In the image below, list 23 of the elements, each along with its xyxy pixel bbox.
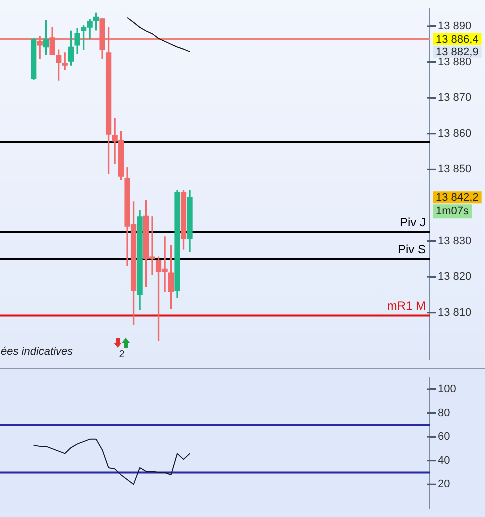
annotation: ées indicatives xyxy=(1,346,74,358)
y-tick-label: 13 890 xyxy=(438,20,472,33)
text: 13 882,9 xyxy=(436,46,479,58)
ref-line-label: mR1 M xyxy=(387,299,426,314)
y-tick-label: 13 830 xyxy=(438,235,472,248)
text: 1m07s xyxy=(436,206,470,218)
y-tick-label: 80 xyxy=(438,407,450,420)
y-tick-label: 20 xyxy=(438,478,450,491)
y-tick-label: 13 860 xyxy=(438,128,472,140)
y-tick-label: 13 870 xyxy=(438,92,472,104)
annotation: 2 xyxy=(119,349,126,360)
y-tick-label: 13 880 xyxy=(438,56,472,68)
y-tick-label: 60 xyxy=(438,431,450,444)
y-tick-label: 13 810 xyxy=(438,306,472,319)
text: 13 842,2 xyxy=(436,192,479,204)
y-tick-label: 100 xyxy=(438,384,456,396)
y-tick-label: 13 820 xyxy=(438,271,472,284)
ref-line-label: Piv S xyxy=(398,242,426,256)
ref-line-label: Piv J xyxy=(400,216,426,230)
text: 13 886,4 xyxy=(436,34,479,46)
candlestick xyxy=(62,52,68,70)
y-tick-label: 40 xyxy=(438,454,450,467)
y-tick-label: 13 850 xyxy=(438,164,472,176)
